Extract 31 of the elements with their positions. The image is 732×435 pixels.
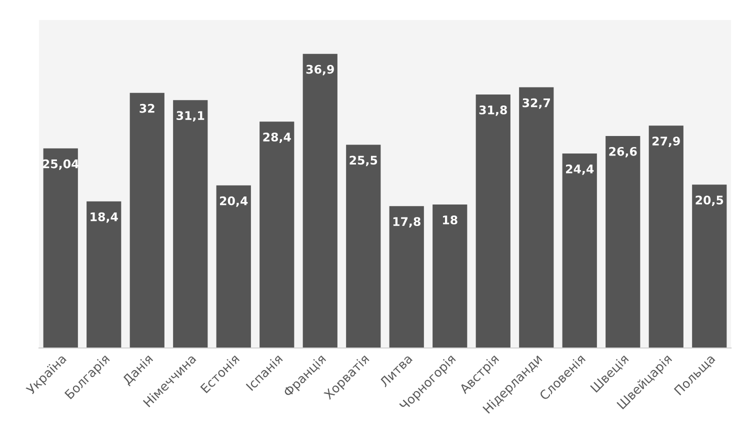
data-label: 27,9 [652, 136, 680, 148]
bar [130, 92, 164, 348]
data-label: 31,1 [176, 111, 204, 122]
bar [346, 144, 381, 348]
bar [648, 126, 684, 348]
bar [173, 100, 208, 348]
bar [432, 204, 468, 348]
data-label: 28,4 [263, 132, 291, 144]
bar [606, 136, 640, 348]
data-label: 32 [140, 104, 154, 113]
data-label: 18 [442, 216, 458, 224]
bar [43, 148, 78, 348]
bar [389, 206, 424, 348]
bar [476, 94, 510, 348]
data-label: 31,8 [479, 105, 507, 116]
bar [692, 184, 727, 348]
bar [260, 122, 294, 348]
data-label: 36,9 [306, 64, 334, 76]
bar [302, 54, 338, 348]
bar [216, 185, 251, 348]
bar [562, 153, 597, 348]
data-label: 18,4 [90, 212, 118, 223]
bar [519, 87, 554, 348]
data-label: 26,6 [609, 146, 637, 158]
data-label: 32,7 [522, 98, 550, 109]
data-label: 20,5 [696, 196, 724, 206]
data-label: 25,5 [350, 156, 378, 166]
bar [86, 201, 122, 348]
data-label: 24,4 [566, 164, 594, 175]
data-label: 20,4 [220, 196, 248, 207]
data-label: 17,8 [393, 217, 420, 228]
